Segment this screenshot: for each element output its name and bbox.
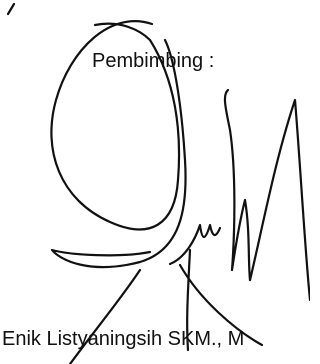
document-page: Pembimbing : Enik Listyaningsih SKM., M — [0, 0, 310, 364]
heading-label: Pembimbing : — [92, 50, 214, 73]
signer-name: Enik Listyaningsih SKM., M — [2, 328, 244, 351]
